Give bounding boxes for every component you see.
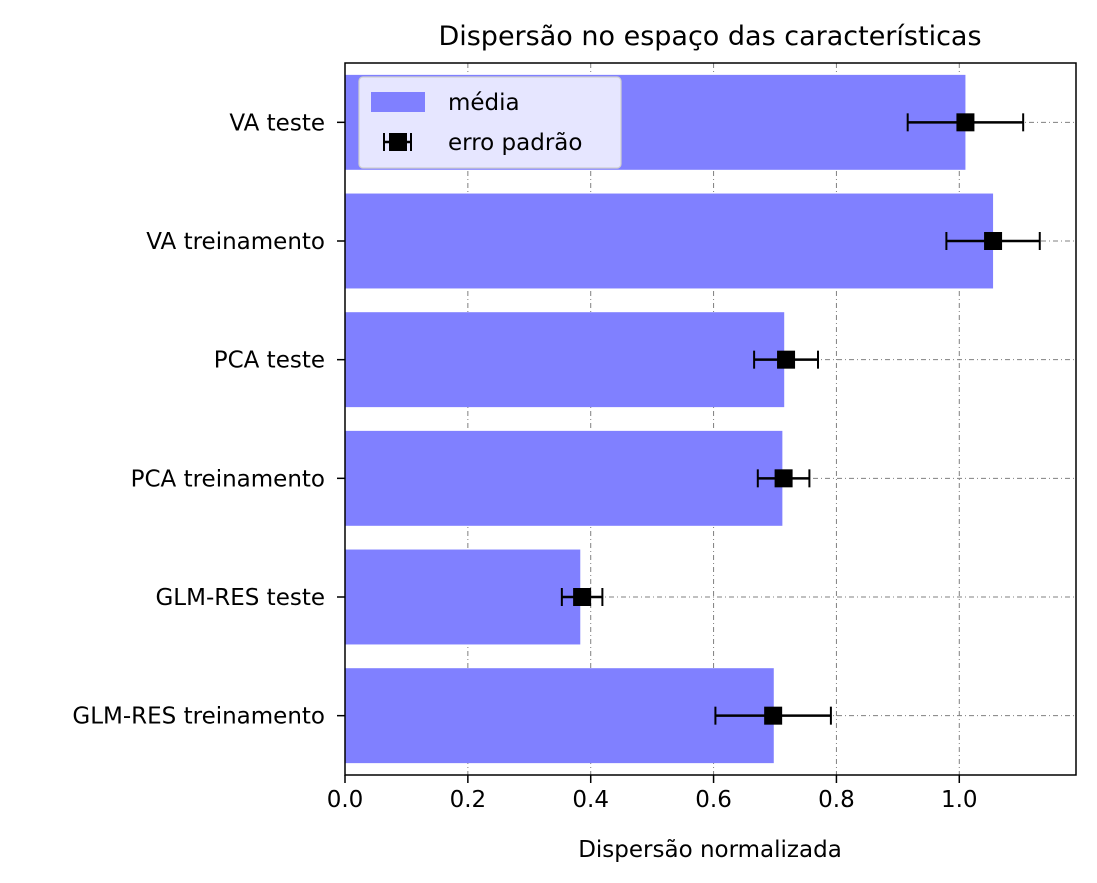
chart-title: Dispersão no espaço das características <box>438 21 981 52</box>
legend-marker-square <box>389 133 407 151</box>
mean-marker <box>764 706 783 725</box>
y-tick-label: PCA teste <box>214 348 325 374</box>
error-bars <box>560 113 1041 725</box>
bar <box>345 193 994 289</box>
bars <box>345 74 994 764</box>
legend-label-erro-padrao: erro padrão <box>448 130 582 156</box>
x-tick-label: 0.8 <box>818 787 855 813</box>
y-tick-label: GLM-RES teste <box>155 585 325 611</box>
x-axis-ticks: 0.0 0.2 0.4 0.6 0.8 1.0 <box>327 775 978 813</box>
y-tick-label: VA treinamento <box>146 229 325 255</box>
x-tick-label: 0.4 <box>572 787 609 813</box>
mean-marker <box>573 588 592 606</box>
legend-label-media: média <box>448 90 520 116</box>
mean-marker <box>774 469 793 488</box>
x-axis-label: Dispersão normalizada <box>578 837 842 863</box>
bar <box>345 668 774 764</box>
y-tick-label: VA teste <box>229 110 325 136</box>
x-tick-label: 0.2 <box>450 787 487 813</box>
mean-marker <box>777 350 796 369</box>
y-axis-ticks: VA teste VA treinamento PCA teste PCA trein… <box>72 110 345 730</box>
bar <box>345 312 785 408</box>
y-tick-label: PCA treinamento <box>131 466 325 492</box>
bar <box>345 549 581 645</box>
x-tick-label: 0.0 <box>327 787 364 813</box>
mean-marker <box>956 113 975 132</box>
plot-frame <box>344 62 1077 776</box>
legend: média erro padrão <box>358 76 622 169</box>
y-tick-label: GLM-RES treinamento <box>72 704 325 730</box>
bar <box>345 430 783 526</box>
x-tick-label: 0.6 <box>695 787 732 813</box>
mean-marker <box>984 232 1003 250</box>
legend-swatch-media <box>371 92 425 112</box>
x-tick-label: 1.0 <box>941 787 978 813</box>
